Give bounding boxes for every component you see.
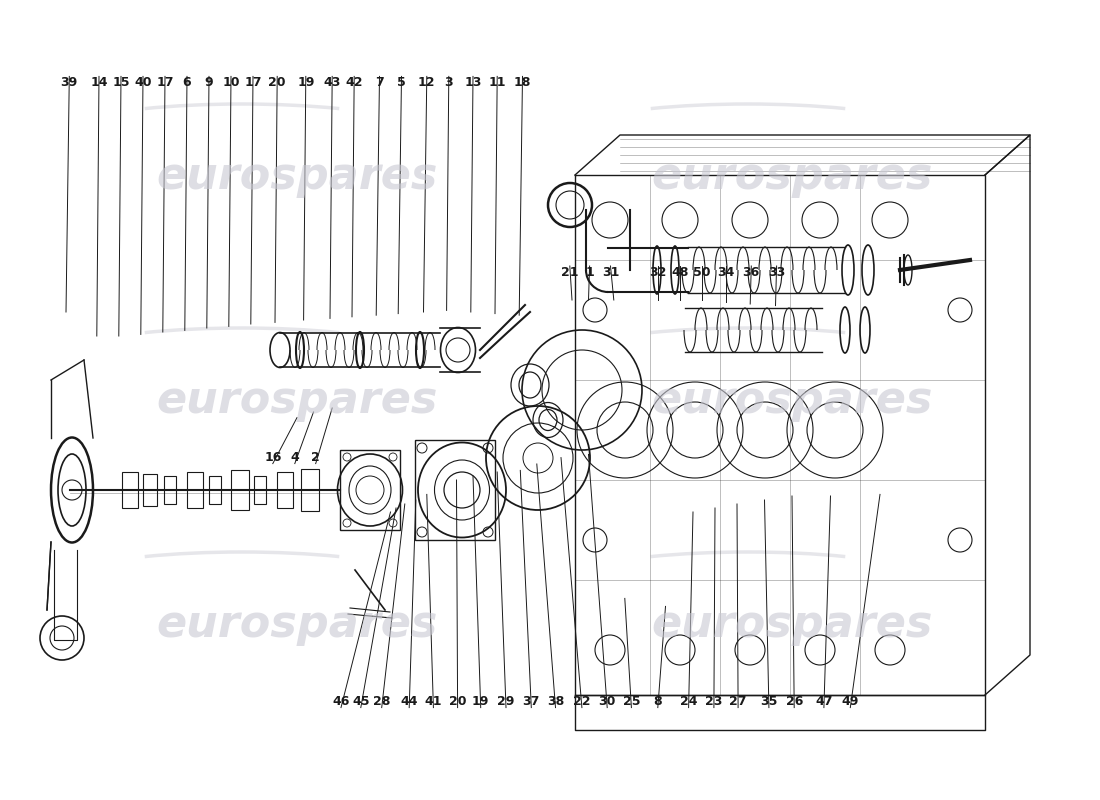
- Text: eurospares: eurospares: [156, 602, 438, 646]
- Text: 4: 4: [290, 451, 299, 464]
- Text: 10: 10: [222, 76, 240, 89]
- Text: 23: 23: [705, 695, 723, 708]
- Text: 37: 37: [522, 695, 540, 708]
- Text: eurospares: eurospares: [651, 602, 933, 646]
- Text: 42: 42: [345, 76, 363, 89]
- Bar: [122, 472, 138, 508]
- Text: 34: 34: [717, 266, 735, 278]
- Text: 26: 26: [785, 695, 803, 708]
- Text: 19: 19: [297, 76, 315, 89]
- Text: 46: 46: [332, 695, 350, 708]
- Bar: [277, 472, 293, 508]
- Text: eurospares: eurospares: [156, 154, 438, 198]
- Text: 17: 17: [244, 76, 262, 89]
- Text: 45: 45: [352, 695, 370, 708]
- Text: 38: 38: [547, 695, 564, 708]
- Text: 5: 5: [397, 76, 406, 89]
- Text: 20: 20: [268, 76, 286, 89]
- Text: eurospares: eurospares: [156, 378, 438, 422]
- Text: 6: 6: [183, 76, 191, 89]
- Text: 17: 17: [156, 76, 174, 89]
- Text: 30: 30: [598, 695, 616, 708]
- Text: 8: 8: [653, 695, 662, 708]
- Text: 13: 13: [464, 76, 482, 89]
- Text: 39: 39: [60, 76, 78, 89]
- Text: 9: 9: [205, 76, 213, 89]
- Bar: [187, 472, 204, 508]
- Text: 24: 24: [680, 695, 697, 708]
- Text: 43: 43: [323, 76, 341, 89]
- Text: 41: 41: [425, 695, 442, 708]
- Text: 27: 27: [729, 695, 747, 708]
- Text: 22: 22: [573, 695, 591, 708]
- Text: 11: 11: [488, 76, 506, 89]
- Bar: [301, 469, 319, 511]
- Text: 7: 7: [375, 76, 384, 89]
- Text: 1: 1: [585, 266, 594, 278]
- Text: 16: 16: [264, 451, 282, 464]
- Text: 28: 28: [373, 695, 390, 708]
- Text: 2: 2: [311, 451, 320, 464]
- Text: 32: 32: [649, 266, 667, 278]
- Text: 40: 40: [134, 76, 152, 89]
- Text: 20: 20: [449, 695, 466, 708]
- Text: eurospares: eurospares: [651, 378, 933, 422]
- Text: 15: 15: [112, 76, 130, 89]
- Text: 33: 33: [768, 266, 785, 278]
- Text: 21: 21: [561, 266, 579, 278]
- Text: 12: 12: [418, 76, 436, 89]
- Text: 18: 18: [514, 76, 531, 89]
- Text: 31: 31: [602, 266, 619, 278]
- Text: 50: 50: [693, 266, 711, 278]
- Text: 19: 19: [472, 695, 490, 708]
- Bar: [231, 470, 249, 510]
- Text: eurospares: eurospares: [651, 154, 933, 198]
- Bar: [143, 474, 157, 506]
- Text: 35: 35: [760, 695, 778, 708]
- Bar: [209, 476, 221, 504]
- Bar: [164, 476, 176, 504]
- Text: 49: 49: [842, 695, 859, 708]
- Text: 25: 25: [623, 695, 640, 708]
- Text: 48: 48: [671, 266, 689, 278]
- Text: 44: 44: [400, 695, 418, 708]
- Bar: [254, 476, 266, 504]
- Text: 14: 14: [90, 76, 108, 89]
- Text: 47: 47: [815, 695, 833, 708]
- Text: 29: 29: [497, 695, 515, 708]
- Text: 36: 36: [742, 266, 760, 278]
- Text: 3: 3: [444, 76, 453, 89]
